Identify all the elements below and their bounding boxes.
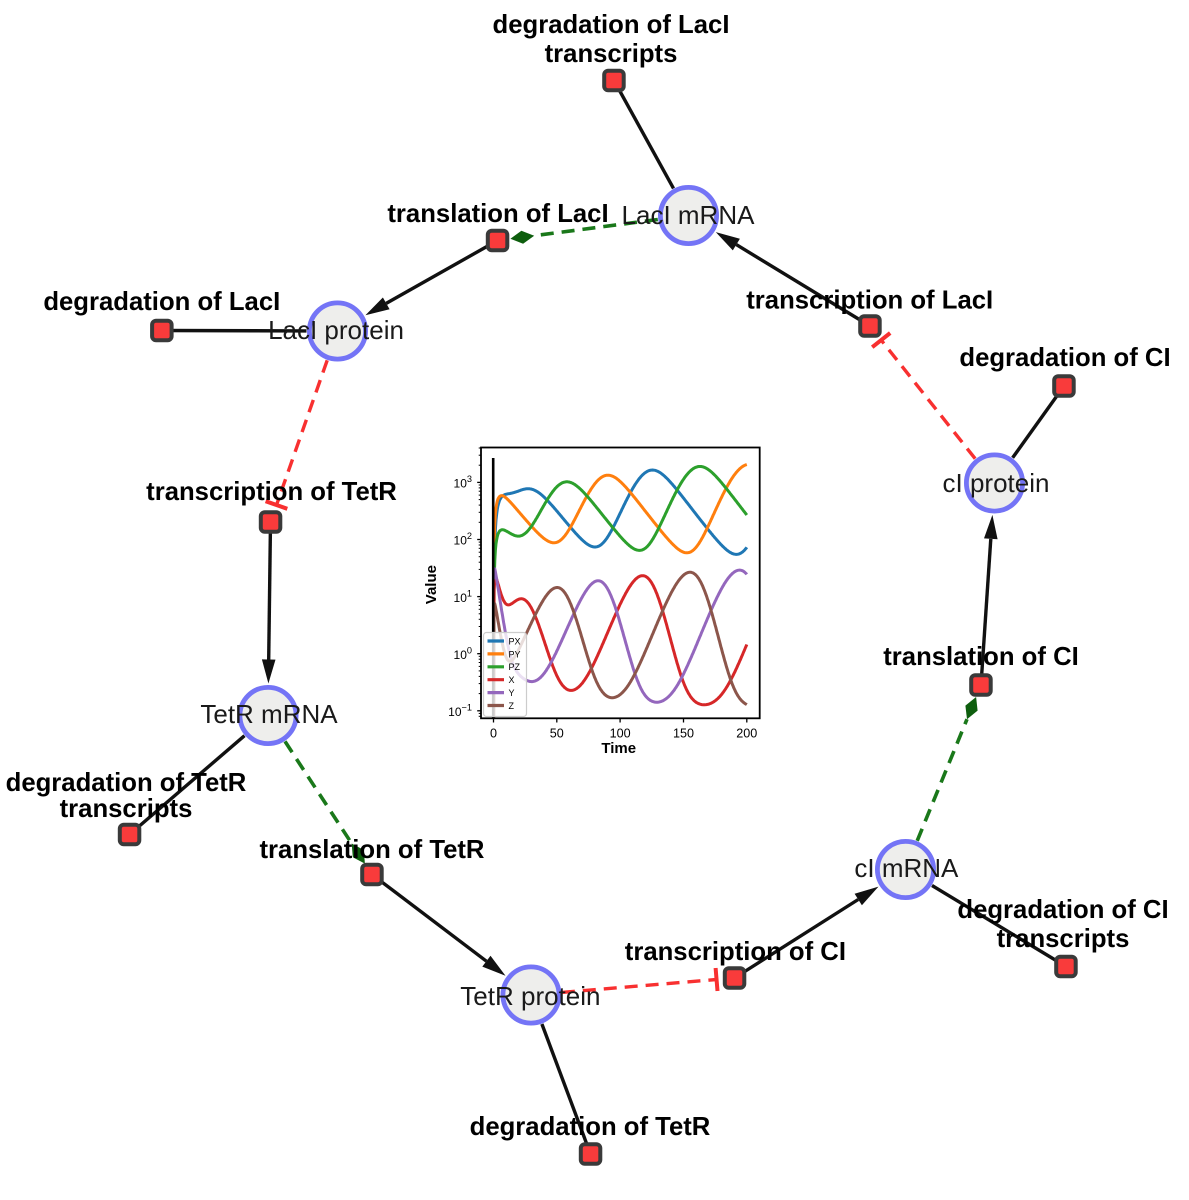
svg-text:Y: Y	[509, 688, 515, 698]
svg-text:translation of CI: translation of CI	[883, 643, 1079, 671]
svg-text:cI protein: cI protein	[943, 468, 1050, 498]
svg-text:degradation of TetR: degradation of TetR	[6, 769, 247, 797]
svg-text:Z: Z	[509, 701, 515, 711]
svg-text:transcription of CI: transcription of CI	[625, 938, 846, 966]
svg-text:TetR protein: TetR protein	[460, 981, 600, 1011]
svg-text:transcripts: transcripts	[60, 795, 193, 823]
svg-text:transcripts: transcripts	[997, 925, 1130, 953]
svg-text:PY: PY	[509, 649, 521, 659]
svg-text:TetR mRNA: TetR mRNA	[200, 699, 338, 729]
svg-text:0: 0	[490, 727, 497, 741]
svg-text:Value: Value	[423, 565, 440, 604]
svg-text:transcription of LacI: transcription of LacI	[746, 287, 993, 315]
svg-text:PX: PX	[509, 636, 521, 646]
svg-text:transcripts: transcripts	[545, 40, 678, 68]
svg-text:50: 50	[550, 727, 564, 741]
svg-text:degradation of TetR: degradation of TetR	[470, 1113, 711, 1141]
svg-text:PZ: PZ	[509, 662, 521, 672]
svg-text:degradation of CI: degradation of CI	[957, 896, 1168, 924]
svg-text:translation of TetR: translation of TetR	[259, 836, 484, 864]
svg-text:transcription of TetR: transcription of TetR	[146, 478, 397, 506]
svg-text:Time: Time	[601, 740, 636, 757]
svg-text:100: 100	[610, 727, 631, 741]
svg-text:X: X	[509, 675, 515, 685]
svg-text:LacI protein: LacI protein	[268, 315, 404, 345]
svg-text:degradation of CI: degradation of CI	[959, 344, 1170, 372]
svg-text:150: 150	[673, 727, 694, 741]
svg-text:degradation of LacI: degradation of LacI	[43, 288, 280, 316]
svg-text:translation of LacI: translation of LacI	[387, 200, 608, 228]
svg-text:degradation of LacI: degradation of LacI	[493, 11, 730, 39]
svg-text:cI mRNA: cI mRNA	[854, 853, 959, 883]
svg-text:LacI mRNA: LacI mRNA	[622, 200, 756, 230]
svg-text:200: 200	[736, 727, 757, 741]
